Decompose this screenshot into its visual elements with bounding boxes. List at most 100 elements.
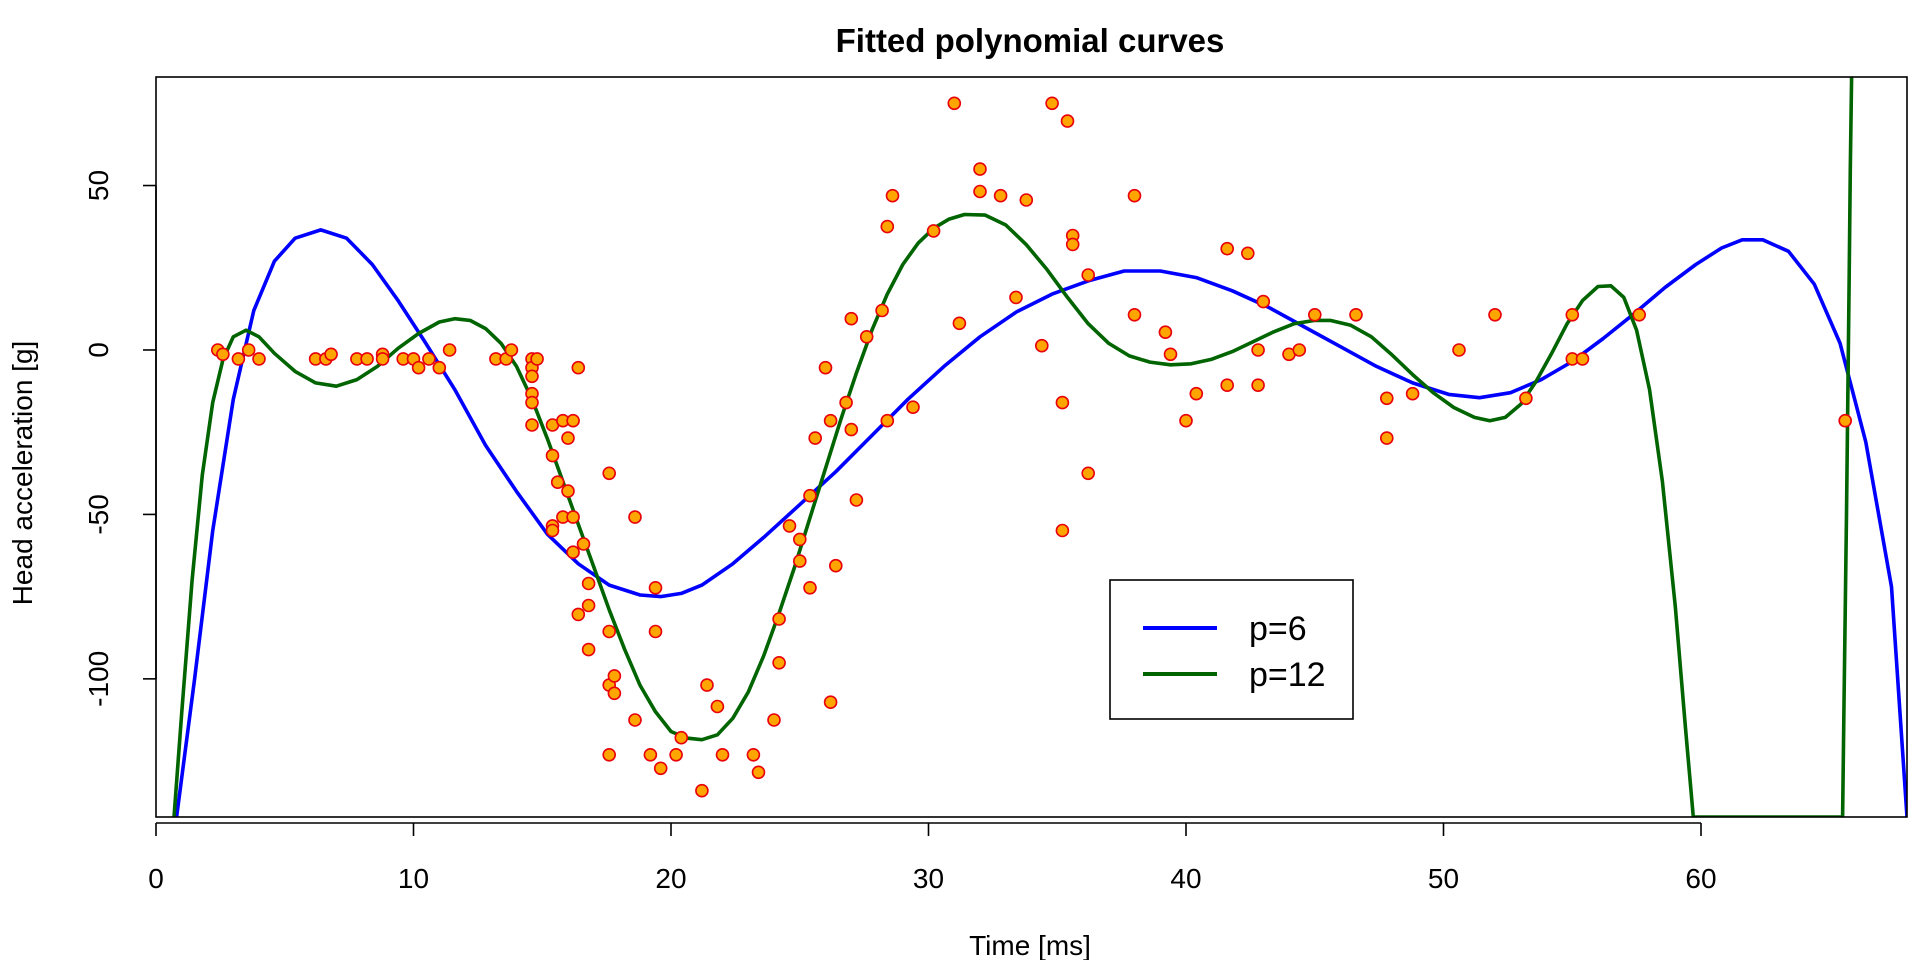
legend: p=6 p=12: [1109, 579, 1354, 720]
data-point: [252, 352, 266, 366]
data-point: [844, 311, 859, 326]
data-point: [1081, 268, 1095, 282]
data-point: [828, 558, 843, 573]
data-point: [772, 655, 786, 670]
data-point: [648, 624, 663, 639]
data-point: [375, 352, 390, 366]
data-point: [432, 360, 447, 375]
plot-frame: [155, 76, 1908, 818]
data-point: [525, 395, 539, 410]
data-point: [751, 765, 766, 780]
legend-label-p6: p=6: [1249, 610, 1307, 648]
data-point: [643, 747, 658, 762]
data-point: [602, 466, 617, 481]
data-point: [566, 510, 580, 524]
data-point: [792, 554, 807, 568]
data-point: [700, 678, 714, 692]
data-point: [504, 343, 519, 357]
data-point: [525, 418, 539, 432]
data-point: [1220, 241, 1234, 256]
data-point: [628, 510, 642, 524]
data-point: [1081, 466, 1095, 481]
x-tick-label: 30: [913, 863, 944, 894]
data-point: [566, 545, 580, 560]
data-point: [669, 747, 683, 762]
y-axis: -100 -50 0 50: [83, 170, 157, 707]
data-point: [926, 224, 941, 238]
data-point: [674, 730, 689, 745]
data-point: [715, 747, 730, 762]
data-point: [1256, 294, 1271, 309]
data-point: [885, 188, 900, 203]
data-point: [1251, 343, 1265, 357]
data-point: [545, 523, 560, 538]
data-point: [1045, 96, 1059, 111]
data-point: [1380, 391, 1394, 406]
data-point: [607, 686, 622, 701]
data-point: [1189, 386, 1204, 401]
x-axis-label: Time [ms]: [969, 930, 1091, 960]
data-point: [823, 695, 838, 710]
data-point: [844, 422, 859, 437]
data-point: [746, 747, 761, 762]
data-point: [1380, 431, 1394, 445]
legend-label-p12: p=12: [1249, 656, 1326, 694]
data-points: [211, 96, 1852, 798]
data-point: [993, 188, 1008, 203]
data-point: [231, 352, 246, 366]
data-point: [1127, 188, 1142, 203]
data-point: [767, 713, 781, 727]
data-point: [545, 448, 560, 463]
series-line-p6: [174, 228, 1907, 817]
data-point: [607, 669, 622, 683]
data-point: [571, 360, 586, 375]
data-point: [710, 699, 725, 714]
data-point: [808, 431, 823, 445]
data-point: [576, 537, 591, 551]
data-point: [1179, 413, 1193, 428]
y-axis-label: Head acceleration [g]: [7, 341, 38, 606]
data-point: [1055, 395, 1070, 410]
data-point: [1220, 378, 1234, 393]
data-point: [1632, 307, 1646, 322]
fitted-curves: [172, 77, 1907, 817]
x-tick-label: 60: [1685, 863, 1716, 894]
data-point: [952, 316, 967, 331]
data-point: [241, 343, 256, 357]
data-point: [803, 580, 817, 595]
data-point: [571, 607, 586, 622]
data-point: [324, 347, 338, 362]
data-point: [1019, 193, 1034, 207]
data-point: [411, 360, 426, 375]
data-point: [1292, 343, 1307, 357]
data-point: [648, 580, 663, 595]
data-point: [782, 519, 797, 533]
y-tick-label: -100: [83, 651, 114, 707]
data-point: [880, 219, 895, 234]
data-point: [1158, 325, 1173, 340]
data-point: [1452, 343, 1466, 357]
data-point: [602, 747, 617, 762]
data-point: [581, 642, 596, 657]
data-point: [947, 96, 962, 111]
data-point: [422, 352, 436, 366]
data-point: [216, 347, 230, 362]
data-point: [849, 493, 864, 507]
data-point: [1060, 114, 1075, 128]
data-point: [1488, 307, 1502, 322]
x-tick-label: 50: [1428, 863, 1459, 894]
data-point: [818, 360, 833, 375]
data-point: [1035, 338, 1049, 353]
data-point: [803, 488, 817, 503]
y-tick-label: 50: [83, 170, 114, 201]
data-point: [1127, 307, 1142, 322]
data-point: [530, 352, 544, 366]
data-point: [602, 624, 617, 639]
data-point: [525, 369, 539, 384]
data-point: [973, 162, 987, 176]
x-tick-label: 20: [655, 863, 686, 894]
chart-title: Fitted polynomial curves: [836, 22, 1225, 59]
data-point: [1575, 352, 1590, 366]
data-point: [859, 329, 874, 344]
